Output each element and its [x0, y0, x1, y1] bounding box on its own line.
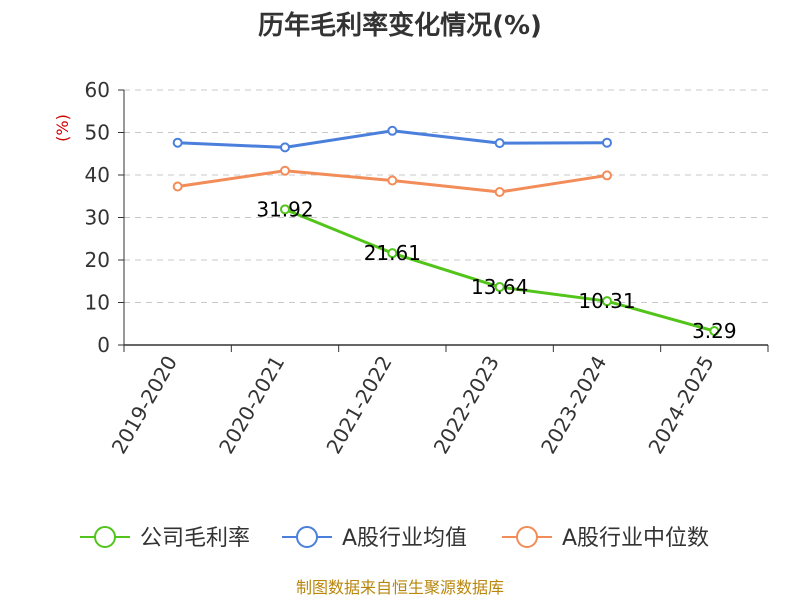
legend-label: A股行业中位数 — [562, 526, 709, 551]
y-tick-label: 20 — [85, 248, 110, 272]
data-point — [172, 137, 183, 148]
data-label: 21.61 — [364, 241, 421, 265]
data-point — [172, 181, 183, 192]
legend-marker — [296, 526, 318, 548]
y-tick-label: 30 — [85, 206, 110, 230]
data-point — [280, 165, 290, 176]
data-point — [494, 282, 505, 293]
legend-marker — [94, 526, 116, 548]
legend-item-0[interactable]: 公司毛利率 — [80, 526, 250, 551]
y-tick-label: 40 — [85, 163, 110, 187]
y-tick-label: 0 — [97, 333, 110, 357]
source-note: 制图数据来自恒生聚源数据库 — [296, 578, 504, 597]
legend-item-1[interactable]: A股行业均值 — [282, 526, 467, 551]
x-tick-label: 2024-2025 — [643, 352, 718, 458]
chart-title: 历年毛利率变化情况(%) — [258, 10, 542, 41]
data-point — [602, 170, 612, 181]
y-tick-label: 10 — [85, 291, 110, 315]
y-tick-label: 50 — [85, 121, 110, 145]
data-label: 10.31 — [578, 289, 635, 313]
x-tick-label: 2021-2022 — [321, 352, 396, 458]
x-tick-label: 2019-2020 — [107, 352, 182, 458]
data-point — [387, 175, 398, 186]
data-point — [280, 142, 290, 153]
legend-marker — [516, 526, 538, 548]
data-point — [494, 138, 505, 149]
y-axis-label: (%) — [53, 114, 72, 142]
data-point — [602, 137, 612, 148]
data-label: 13.64 — [471, 275, 528, 299]
x-tick-label: 2022-2023 — [429, 351, 504, 457]
data-point — [387, 248, 398, 259]
series-line-0 — [284, 207, 715, 333]
data-point — [494, 187, 505, 197]
data-point — [709, 326, 720, 337]
x-tick-label: 2023-2024 — [536, 352, 611, 458]
legend-label: 公司毛利率 — [140, 526, 250, 551]
data-point — [387, 125, 398, 136]
x-tick-label: 2020-2021 — [214, 352, 289, 458]
data-label: 31.92 — [256, 197, 313, 221]
legend-item-2[interactable]: A股行业中位数 — [502, 526, 709, 551]
data-point — [280, 204, 290, 215]
data-point — [602, 296, 612, 307]
legend-label: A股行业均值 — [342, 526, 467, 551]
y-tick-label: 60 — [85, 78, 110, 102]
data-label: 3.29 — [692, 319, 737, 343]
